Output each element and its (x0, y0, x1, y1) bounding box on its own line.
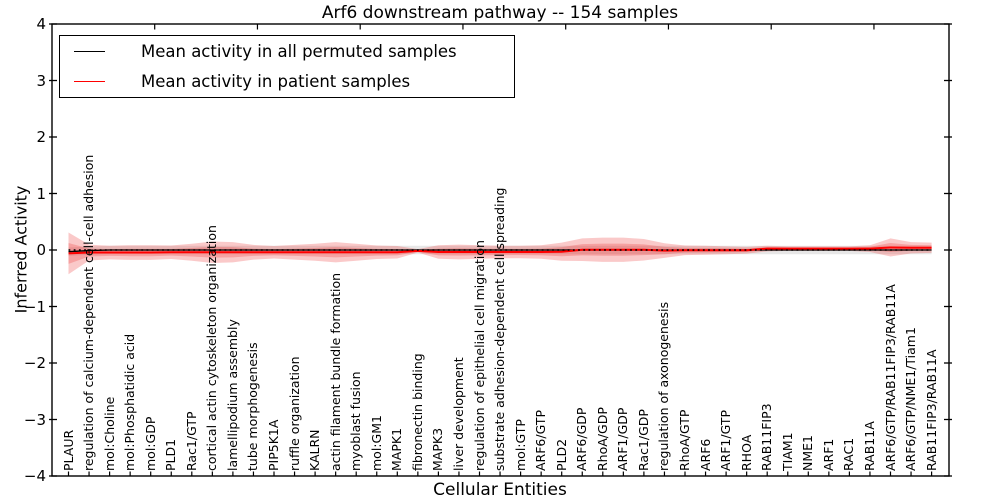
y-tick-label: −4 (23, 467, 46, 485)
y-tick-label: 4 (36, 15, 46, 33)
x-tick-label: MAPK1 (389, 427, 405, 471)
patient-mean-line (68, 246, 932, 255)
permuted-std-band (68, 245, 932, 256)
x-tick-label: regulation of calcium-dependent cell-cel… (81, 154, 97, 471)
x-tick-label: mol:GM1 (368, 415, 384, 471)
x-tick-label: actin filament bundle formation (327, 272, 343, 471)
x-tick-label: substrate adhesion-dependent cell spread… (492, 187, 508, 471)
x-tick-label: RHOA (738, 434, 754, 471)
y-tick-label: 1 (36, 184, 46, 203)
x-tick-label: regulation of epithelial cell migration (471, 240, 487, 471)
x-tick-label: ARF6/GTP (533, 409, 549, 471)
x-tick-label: Rac1/GTP (183, 411, 199, 471)
x-tick-label: ARF1/GTP (718, 409, 734, 471)
x-tick-label: lamellipodium assembly (224, 319, 240, 471)
x-tick-label: mol:Choline (101, 396, 117, 471)
red-line-swatch (74, 80, 105, 82)
x-tick-label: PIP5K1A (266, 419, 281, 471)
x-tick-label: RAB11FIP3 (759, 403, 775, 471)
legend: Mean activity in all permuted samples Me… (59, 35, 515, 98)
x-tick-label: RAB11FIP3/RAB11A (923, 349, 939, 471)
legend-entry-patient: Mean activity in patient samples (60, 67, 514, 95)
x-tick-label: liver development (450, 357, 466, 471)
y-tick-label: 2 (36, 128, 46, 146)
x-tick-label: RhoA/GTP (677, 409, 692, 471)
x-tick-label: tube morphogenesis (245, 342, 261, 471)
patient-std-band-outer (68, 232, 932, 275)
y-tick-label: 0 (36, 241, 46, 259)
y-tick-label: 3 (36, 71, 46, 90)
x-tick-label: Rac1/GDP (635, 409, 651, 471)
black-line-swatch (74, 51, 105, 53)
legend-label: Mean activity in all permuted samples (141, 42, 457, 62)
x-tick-label: PLAUR (60, 429, 76, 471)
x-tick-label: fibronectin binding (409, 353, 425, 471)
x-tick-label: regulation of axonogenesis (656, 301, 672, 471)
x-tick-label: ARF6 (697, 438, 713, 471)
x-axis-title: Cellular Entities (433, 480, 567, 500)
x-tick-label: myoblast fusion (348, 371, 364, 471)
x-tick-label: RhoA/GDP (594, 407, 610, 471)
y-tick-label: −3 (23, 410, 46, 429)
x-tick-label: TIAM1 (779, 432, 795, 471)
x-tick-label: mol:GDP (142, 416, 158, 471)
x-tick-label: PLD2 (553, 438, 569, 471)
x-tick-label: RAC1 (841, 437, 857, 471)
chart-title: Arf6 downstream pathway -- 154 samples (321, 3, 679, 23)
x-tick-label: ARF6/GDP (574, 407, 590, 471)
x-tick-label: ARF1 (820, 438, 836, 471)
x-tick-label: PLD1 (163, 438, 179, 471)
x-tick-label: RAB11A (861, 421, 877, 471)
x-tick-label: ARF6/GTP/NME1/Tiam1 (903, 327, 919, 471)
legend-label: Mean activity in patient samples (141, 71, 411, 91)
x-tick-label: mol:Phosphatidic acid (122, 333, 138, 471)
x-tick-label: KALRN (307, 429, 323, 471)
x-tick-label: ARF6/GTP/RAB11FIP3/RAB11A (882, 284, 898, 471)
patient-std-band-inner (68, 242, 932, 264)
x-tick-label: MAPK3 (430, 427, 446, 471)
x-tick-label: ruffle organization (286, 356, 302, 471)
x-tick-label: mol:GTP (512, 419, 528, 471)
y-tick-label: −1 (23, 297, 46, 316)
x-tick-label: ARF1/GDP (615, 407, 631, 471)
y-tick-label: −2 (23, 354, 46, 372)
x-tick-label: NME1 (800, 435, 816, 471)
x-tick-label: cortical actin cytoskeleton organization (204, 225, 220, 471)
legend-entry-permuted: Mean activity in all permuted samples (60, 38, 514, 66)
